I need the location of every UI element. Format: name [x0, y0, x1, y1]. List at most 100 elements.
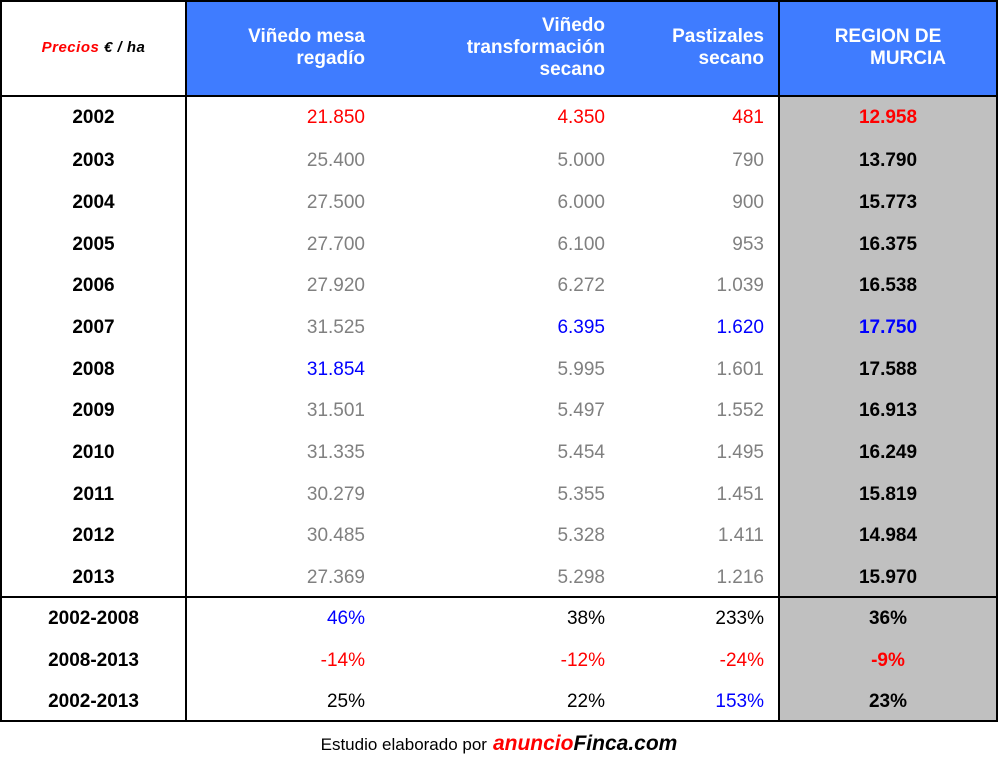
year-cell: 2007	[72, 317, 115, 338]
value-cell-v1: 27.920	[306, 275, 365, 296]
value-cell-v3: 790	[732, 150, 764, 171]
value-cell-v2: 5.328	[557, 525, 605, 546]
value-cell-v4: 14.984	[858, 525, 918, 546]
value-cell-v3: 1.620	[716, 317, 764, 338]
table-row: 2007 31.525 6.395 1.620 17.750	[0, 307, 998, 349]
value-cell-v4: 12.958	[858, 107, 918, 128]
col-header-region: REGION DE MURCIA	[780, 0, 996, 95]
change-cell-v1: -14%	[320, 650, 365, 671]
value-cell-v4: 16.538	[858, 275, 918, 296]
corner-label: Precios € / ha	[2, 0, 185, 95]
year-cell: 2005	[72, 234, 115, 255]
year-cell: 2013	[72, 567, 115, 588]
value-cell-v3: 1.451	[716, 484, 764, 505]
footer: Estudio elaborado por anuncioFinca.com	[0, 732, 998, 762]
col-header-pastizales: Pastizales secano	[622, 0, 780, 95]
table-row: 2008 31.854 5.995 1.601 17.588	[0, 349, 998, 391]
value-cell-v1: 31.501	[306, 400, 365, 421]
col-header-vinedo-transformacion: Viñedo transformación secano	[382, 0, 622, 95]
value-cell-v1: 27.700	[306, 234, 365, 255]
col2-line1: Viñedo	[542, 14, 605, 36]
value-cell-v2: 5.355	[557, 484, 605, 505]
change-cell-v1: 25%	[326, 691, 365, 712]
price-table: Precios € / ha Viñedo mesa regadío Viñedo…	[0, 0, 998, 723]
col2-line3: secano	[539, 58, 605, 80]
change-cell-v4: 23%	[868, 691, 908, 712]
change-cell-v2: -12%	[560, 650, 605, 671]
change-cell-v1: 46%	[326, 608, 365, 629]
value-cell-v3: 1.552	[716, 400, 764, 421]
year-cell: 2002	[72, 107, 115, 128]
table-header: Precios € / ha Viñedo mesa regadío Viñedo…	[0, 0, 998, 97]
table-row: 2006 27.920 6.272 1.039 16.538	[0, 265, 998, 307]
year-cell: 2008	[72, 359, 115, 380]
value-cell-v4: 17.750	[858, 317, 918, 338]
value-cell-v1: 31.854	[306, 359, 365, 380]
col1-line1: Viñedo mesa	[248, 25, 365, 47]
value-cell-v2: 4.350	[557, 107, 605, 128]
border-col4	[778, 0, 780, 722]
border-col1	[185, 0, 187, 722]
value-cell-v4: 16.249	[858, 442, 918, 463]
table-row: 2012 30.485 5.328 1.411 14.984	[0, 515, 998, 557]
value-cell-v4: 15.970	[858, 567, 918, 588]
value-cell-v2: 5.298	[557, 567, 605, 588]
border-top	[0, 0, 998, 2]
value-cell-v3: 1.039	[716, 275, 764, 296]
value-cell-v2: 6.272	[557, 275, 605, 296]
value-cell-v2: 5.497	[557, 400, 605, 421]
value-cell-v1: 30.485	[306, 525, 365, 546]
value-cell-v3: 1.411	[717, 525, 764, 546]
change-cell-v4: 36%	[868, 608, 908, 629]
value-cell-v1: 21.850	[306, 107, 365, 128]
value-cell-v4: 15.819	[858, 484, 918, 505]
value-cell-v2: 6.100	[557, 234, 605, 255]
brand-part-b: Finca.com	[573, 732, 678, 755]
table-row: 2011 30.279 5.355 1.451 15.819	[0, 474, 998, 516]
value-cell-v4: 15.773	[858, 192, 918, 213]
value-cell-v3: 1.495	[716, 442, 764, 463]
value-cell-v1: 30.279	[306, 484, 365, 505]
value-cell-v3: 1.216	[716, 567, 764, 588]
year-cell: 2006	[72, 275, 115, 296]
border-header-bottom	[0, 95, 998, 97]
period-cell: 2008-2013	[48, 650, 139, 671]
table-row: 2005 27.700 6.100 953 16.375	[0, 224, 998, 266]
value-cell-v2: 6.395	[557, 317, 605, 338]
value-cell-v4: 16.913	[858, 400, 918, 421]
change-row: 2002-2013 25% 22% 153% 23%	[0, 681, 998, 723]
footer-text: Estudio elaborado por	[320, 735, 487, 754]
value-cell-v1: 27.500	[306, 192, 365, 213]
year-cell: 2012	[72, 525, 115, 546]
col2-line2: transformación	[466, 36, 605, 58]
change-cell-v2: 22%	[566, 691, 605, 712]
year-cell: 2009	[72, 400, 115, 421]
value-cell-v1: 31.335	[306, 442, 365, 463]
value-cell-v4: 17.588	[858, 359, 918, 380]
change-cell-v3: -24%	[719, 650, 764, 671]
value-cell-v4: 13.790	[858, 150, 918, 171]
col4-line2: MURCIA	[870, 47, 946, 69]
value-cell-v3: 953	[732, 234, 764, 255]
change-row: 2002-2008 46% 38% 233% 36%	[0, 598, 998, 640]
border-section	[0, 596, 998, 598]
year-cell: 2004	[72, 192, 115, 213]
col-header-vinedo-mesa: Viñedo mesa regadío	[187, 0, 382, 95]
change-cell-v3: 233%	[715, 608, 764, 629]
value-cell-v2: 5.454	[557, 442, 605, 463]
value-cell-v4: 16.375	[858, 234, 918, 255]
change-cell-v2: 38%	[566, 608, 605, 629]
value-cell-v1: 27.369	[306, 567, 365, 588]
value-cell-v1: 31.525	[306, 317, 365, 338]
region-column-bg	[780, 97, 996, 722]
corner-label-text: Precios	[41, 38, 100, 56]
corner-unit: € / ha	[104, 38, 146, 56]
year-cell: 2003	[72, 150, 115, 171]
col1-line2: regadío	[296, 47, 365, 69]
change-cell-v3: 153%	[715, 691, 764, 712]
border-left	[0, 0, 2, 722]
table-row: 2013 27.369 5.298 1.216 15.970	[0, 557, 998, 599]
brand-logo[interactable]: anuncioFinca.com	[493, 732, 677, 756]
value-cell-v2: 6.000	[557, 192, 605, 213]
border-right	[996, 0, 998, 722]
